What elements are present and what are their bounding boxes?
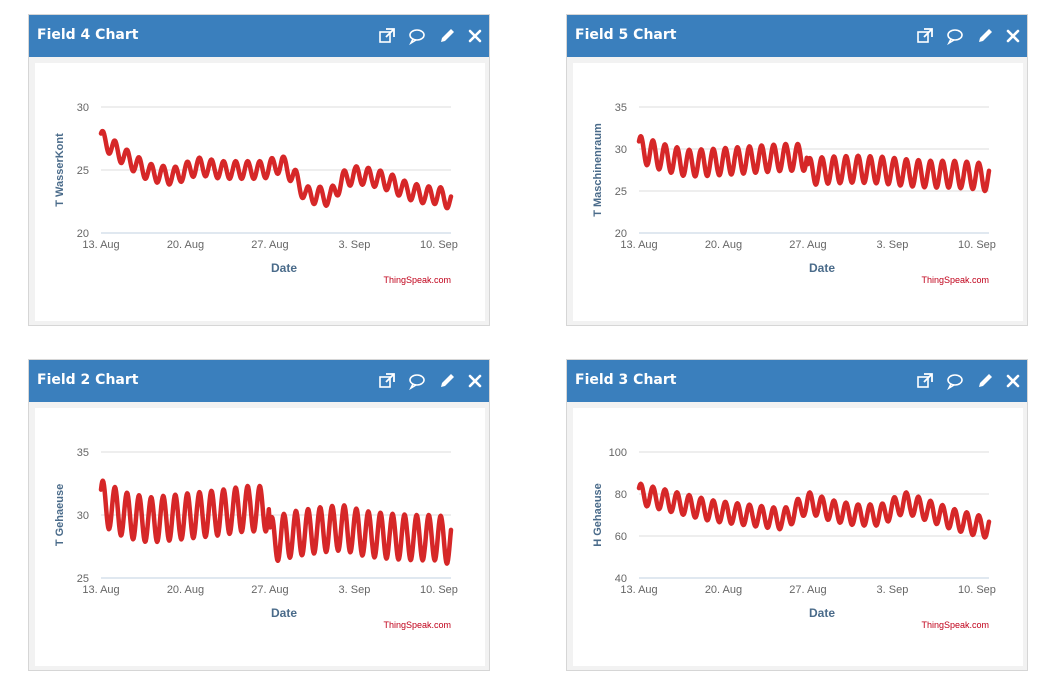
panel-title: Field 4 Chart — [37, 27, 139, 43]
panel-title: Field 2 Chart — [37, 372, 139, 388]
x-tick-label: 20. Aug — [167, 584, 204, 596]
external-link-icon[interactable] — [913, 24, 937, 48]
x-tick-label: 13. Aug — [82, 239, 119, 251]
y-tick-label: 30 — [77, 510, 89, 522]
chart-panel-field-3: Field 3 Chart 40 60 80 100 13. Aug 20. Aug 27.… — [566, 359, 1028, 671]
x-tick-label: 3. Sep — [339, 584, 371, 596]
comment-icon[interactable] — [943, 369, 967, 393]
y-tick-label: 25 — [615, 186, 627, 198]
series-line — [636, 133, 992, 194]
pencil-icon[interactable] — [973, 24, 997, 48]
x-tick-label: 10. Sep — [420, 584, 458, 596]
chart-area: 20 25 30 35 13. Aug 20. Aug 27. Aug 3. Sep 10. S… — [573, 63, 1023, 321]
thingspeak-link[interactable]: ThingSpeak.com — [383, 275, 451, 285]
y-axis-title: T Gehaeuse — [54, 484, 66, 546]
pencil-icon[interactable] — [973, 369, 997, 393]
x-tick-label: 20. Aug — [705, 239, 742, 251]
comment-icon[interactable] — [405, 369, 429, 393]
panel-header: Field 2 Chart — [29, 360, 489, 402]
pencil-icon[interactable] — [435, 24, 459, 48]
x-axis-title: Date — [271, 261, 297, 275]
x-tick-label: 13. Aug — [620, 584, 657, 596]
y-tick-label: 35 — [615, 102, 627, 114]
y-tick-label: 60 — [615, 531, 627, 543]
chart-area: 25 30 35 13. Aug 20. Aug 27. Aug 3. Sep 10. Sep… — [35, 408, 485, 666]
chart-area: 40 60 80 100 13. Aug 20. Aug 27. Aug 3. Sep 10. … — [573, 408, 1023, 666]
series-line — [636, 481, 992, 540]
series-line — [98, 128, 454, 211]
x-tick-label: 10. Sep — [958, 584, 996, 596]
x-tick-label: 27. Aug — [789, 239, 826, 251]
x-tick-label: 20. Aug — [167, 239, 204, 251]
x-tick-label: 13. Aug — [620, 239, 657, 251]
y-tick-label: 30 — [77, 102, 89, 114]
y-tick-label: 40 — [615, 573, 627, 585]
close-icon[interactable] — [463, 24, 487, 48]
y-axis-title: H Gehaeuse — [592, 483, 604, 547]
external-link-icon[interactable] — [375, 24, 399, 48]
external-link-icon[interactable] — [375, 369, 399, 393]
external-link-icon[interactable] — [913, 369, 937, 393]
y-axis-title: T Maschinenraum — [592, 123, 604, 217]
y-tick-label: 25 — [77, 165, 89, 177]
line-chart: 40 60 80 100 13. Aug 20. Aug 27. Aug 3. Sep 10. … — [592, 447, 996, 620]
series-line — [98, 478, 454, 566]
y-tick-label: 30 — [615, 144, 627, 156]
line-chart: 20 25 30 35 13. Aug 20. Aug 27. Aug 3. Sep 10. S… — [592, 102, 996, 275]
y-tick-label: 25 — [77, 573, 89, 585]
y-tick-label: 100 — [609, 447, 627, 459]
y-tick-label: 20 — [77, 228, 89, 240]
panel-header: Field 5 Chart — [567, 15, 1027, 57]
panel-title: Field 5 Chart — [575, 27, 677, 43]
x-tick-label: 27. Aug — [251, 584, 288, 596]
x-axis-title: Date — [271, 606, 297, 620]
panel-header: Field 3 Chart — [567, 360, 1027, 402]
chart-area: 20 25 30 13. Aug 20. Aug 27. Aug 3. Sep 10. Sep… — [35, 63, 485, 321]
comment-icon[interactable] — [943, 24, 967, 48]
chart-panel-field-4: Field 4 Chart 20 25 30 13. Aug 20. Aug 27. Au… — [28, 14, 490, 326]
comment-icon[interactable] — [405, 24, 429, 48]
close-icon[interactable] — [1001, 369, 1025, 393]
y-tick-label: 35 — [77, 447, 89, 459]
chart-panel-field-2: Field 2 Chart 25 30 35 13. Aug 20. Aug 27. Au… — [28, 359, 490, 671]
chart-panel-field-5: Field 5 Chart 20 25 30 35 13. Aug 20. Aug 27. … — [566, 14, 1028, 326]
close-icon[interactable] — [463, 369, 487, 393]
close-icon[interactable] — [1001, 24, 1025, 48]
x-tick-label: 27. Aug — [789, 584, 826, 596]
thingspeak-link[interactable]: ThingSpeak.com — [921, 275, 989, 285]
panel-header: Field 4 Chart — [29, 15, 489, 57]
line-chart: 25 30 35 13. Aug 20. Aug 27. Aug 3. Sep 10. Sep… — [54, 447, 458, 620]
x-tick-label: 27. Aug — [251, 239, 288, 251]
panel-title: Field 3 Chart — [575, 372, 677, 388]
x-tick-label: 10. Sep — [420, 239, 458, 251]
pencil-icon[interactable] — [435, 369, 459, 393]
thingspeak-link[interactable]: ThingSpeak.com — [383, 620, 451, 630]
x-tick-label: 13. Aug — [82, 584, 119, 596]
x-tick-label: 20. Aug — [705, 584, 742, 596]
line-chart: 20 25 30 13. Aug 20. Aug 27. Aug 3. Sep 10. Sep… — [54, 102, 458, 275]
y-tick-label: 80 — [615, 489, 627, 501]
x-tick-label: 3. Sep — [339, 239, 371, 251]
x-axis-title: Date — [809, 261, 835, 275]
x-tick-label: 3. Sep — [877, 584, 909, 596]
x-axis-title: Date — [809, 606, 835, 620]
x-tick-label: 3. Sep — [877, 239, 909, 251]
thingspeak-link[interactable]: ThingSpeak.com — [921, 620, 989, 630]
y-axis-title: T WasserKont — [54, 133, 66, 207]
x-tick-label: 10. Sep — [958, 239, 996, 251]
y-tick-label: 20 — [615, 228, 627, 240]
